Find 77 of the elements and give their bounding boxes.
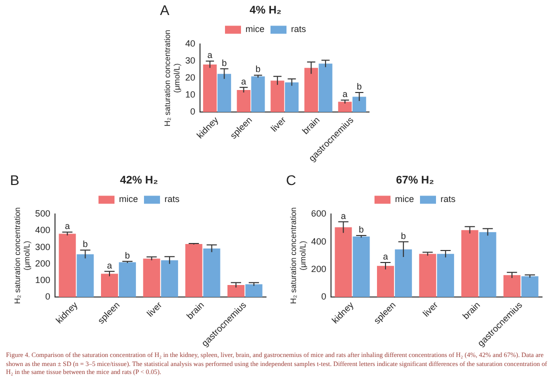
y-tick-label: 10 (185, 90, 196, 100)
annotation: a (241, 76, 246, 86)
annotation: b (82, 239, 88, 250)
bar (284, 82, 299, 112)
text: C (286, 172, 296, 188)
y-tick-label: 40 (185, 38, 196, 49)
text: A (160, 2, 170, 18)
y-tick-label: 20 (185, 72, 196, 83)
bar (58, 234, 76, 297)
text: B (10, 172, 20, 188)
y-tick-label: 200 (35, 258, 50, 268)
legend-label: rats (440, 194, 456, 204)
bar (227, 285, 244, 297)
annotation: b (124, 250, 130, 260)
y-tick-label: 0 (321, 291, 326, 302)
bar (185, 244, 202, 297)
y-tick-label: 600 (311, 208, 326, 219)
bar (76, 254, 94, 297)
y-axis-title: H₂ saturation concentration (μmol/L) (163, 30, 182, 126)
y-tick-label: 500 (35, 208, 50, 219)
annotation: a (64, 221, 70, 232)
annotation: a (207, 50, 212, 60)
bar (143, 258, 160, 297)
bar (304, 68, 318, 112)
legend-label: rats (164, 194, 180, 204)
legend-label: rats (291, 24, 306, 34)
annotation: a (340, 210, 346, 221)
bar (217, 74, 232, 112)
bar (245, 284, 262, 297)
y-tick-label: 400 (311, 236, 326, 246)
annotation: b (222, 58, 227, 68)
bar (334, 227, 352, 297)
bar (461, 230, 478, 297)
annotation: b (400, 230, 406, 241)
bar (419, 254, 436, 297)
y-tick-label: 100 (35, 274, 50, 285)
bar (503, 275, 520, 297)
annotation: a (382, 251, 388, 262)
bar (270, 80, 284, 112)
bar (203, 64, 217, 112)
bar (118, 262, 136, 297)
y-tick-label: 0 (190, 106, 196, 116)
x-tick-label: liver (421, 300, 440, 319)
x-tick-label: liver (145, 300, 164, 319)
bar (376, 266, 394, 297)
bar (352, 96, 366, 112)
bar (161, 260, 178, 297)
y-axis-title: H₂ saturation concentration (μmol/L) (13, 207, 32, 304)
y-tick-label: 200 (311, 264, 326, 274)
annotation: b (256, 64, 261, 74)
annotation: b (358, 224, 364, 234)
legend-label: mice (119, 194, 138, 204)
y-tick-label: 400 (35, 225, 50, 236)
y-axis-title: H₂ saturation concentration (μmol/L) (289, 207, 308, 304)
y-tick-label: 300 (35, 242, 50, 252)
x-tick-label: liver (269, 114, 288, 134)
bar (203, 248, 220, 297)
bar (394, 249, 412, 297)
bar (437, 254, 454, 297)
chart-title: 67% H₂ (396, 174, 434, 187)
bar (521, 276, 538, 297)
chart-title: 42% H₂ (120, 174, 158, 187)
legend-label: mice (246, 24, 265, 34)
bar (318, 64, 332, 112)
bar (338, 102, 352, 112)
legend-label: mice (395, 194, 414, 204)
annotation: a (342, 89, 348, 100)
y-tick-label: 0 (45, 291, 50, 302)
bar (100, 274, 118, 297)
bar (479, 232, 496, 297)
y-tick-label: 30 (185, 56, 196, 66)
bar (236, 90, 250, 112)
bar (352, 236, 370, 297)
annotation: a (106, 260, 112, 270)
annotation: b (356, 81, 362, 92)
bar (251, 76, 265, 112)
chart-title: 4% H₂ (250, 4, 282, 17)
